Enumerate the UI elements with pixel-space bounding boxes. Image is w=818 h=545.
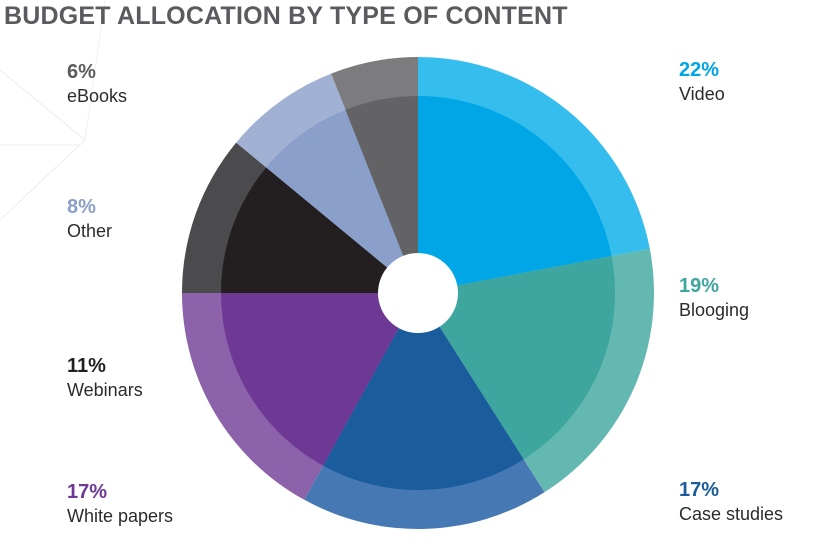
slice-name: Case studies (679, 504, 784, 524)
slice-name: Blooging (679, 300, 750, 320)
slice-name: eBooks (67, 86, 128, 106)
center-hole (378, 253, 458, 333)
slice-white-papers (221, 293, 418, 466)
slice-name: White papers (67, 506, 174, 526)
slice-label-video: 22% Video (679, 58, 818, 106)
slice-percent: 22% (679, 59, 720, 81)
slice-blooging (418, 256, 615, 460)
pie-slices (182, 56, 655, 530)
slice-percent: 17% (67, 481, 108, 503)
slice-label-blooging: 19% Blooging (679, 274, 818, 322)
slice-other (266, 109, 418, 293)
slice-label-ebooks: 6% eBooks (67, 60, 217, 108)
slice-percent: 19% (679, 275, 720, 297)
slice-label-webinars: 11% Webinars (67, 354, 217, 402)
slice-label-case-studies: 17% Case studies (679, 478, 818, 526)
slice-ebooks (345, 96, 418, 293)
slice-name: Other (67, 221, 113, 241)
slice-percent: 17% (679, 479, 720, 501)
slice-case-studies (323, 293, 524, 490)
slice-name: Webinars (67, 380, 143, 400)
chart-title: BUDGET ALLOCATION BY TYPE OF CONTENT (4, 2, 568, 30)
slice-percent: 8% (67, 196, 96, 218)
slice-percent: 11% (67, 355, 106, 377)
slice-name: Video (679, 84, 725, 104)
slice-label-other: 8% Other (67, 195, 217, 243)
slice-webinars (221, 167, 418, 293)
slice-video (418, 96, 612, 293)
slice-percent: 6% (67, 61, 96, 83)
slice-label-white-papers: 17% White papers (67, 480, 217, 528)
